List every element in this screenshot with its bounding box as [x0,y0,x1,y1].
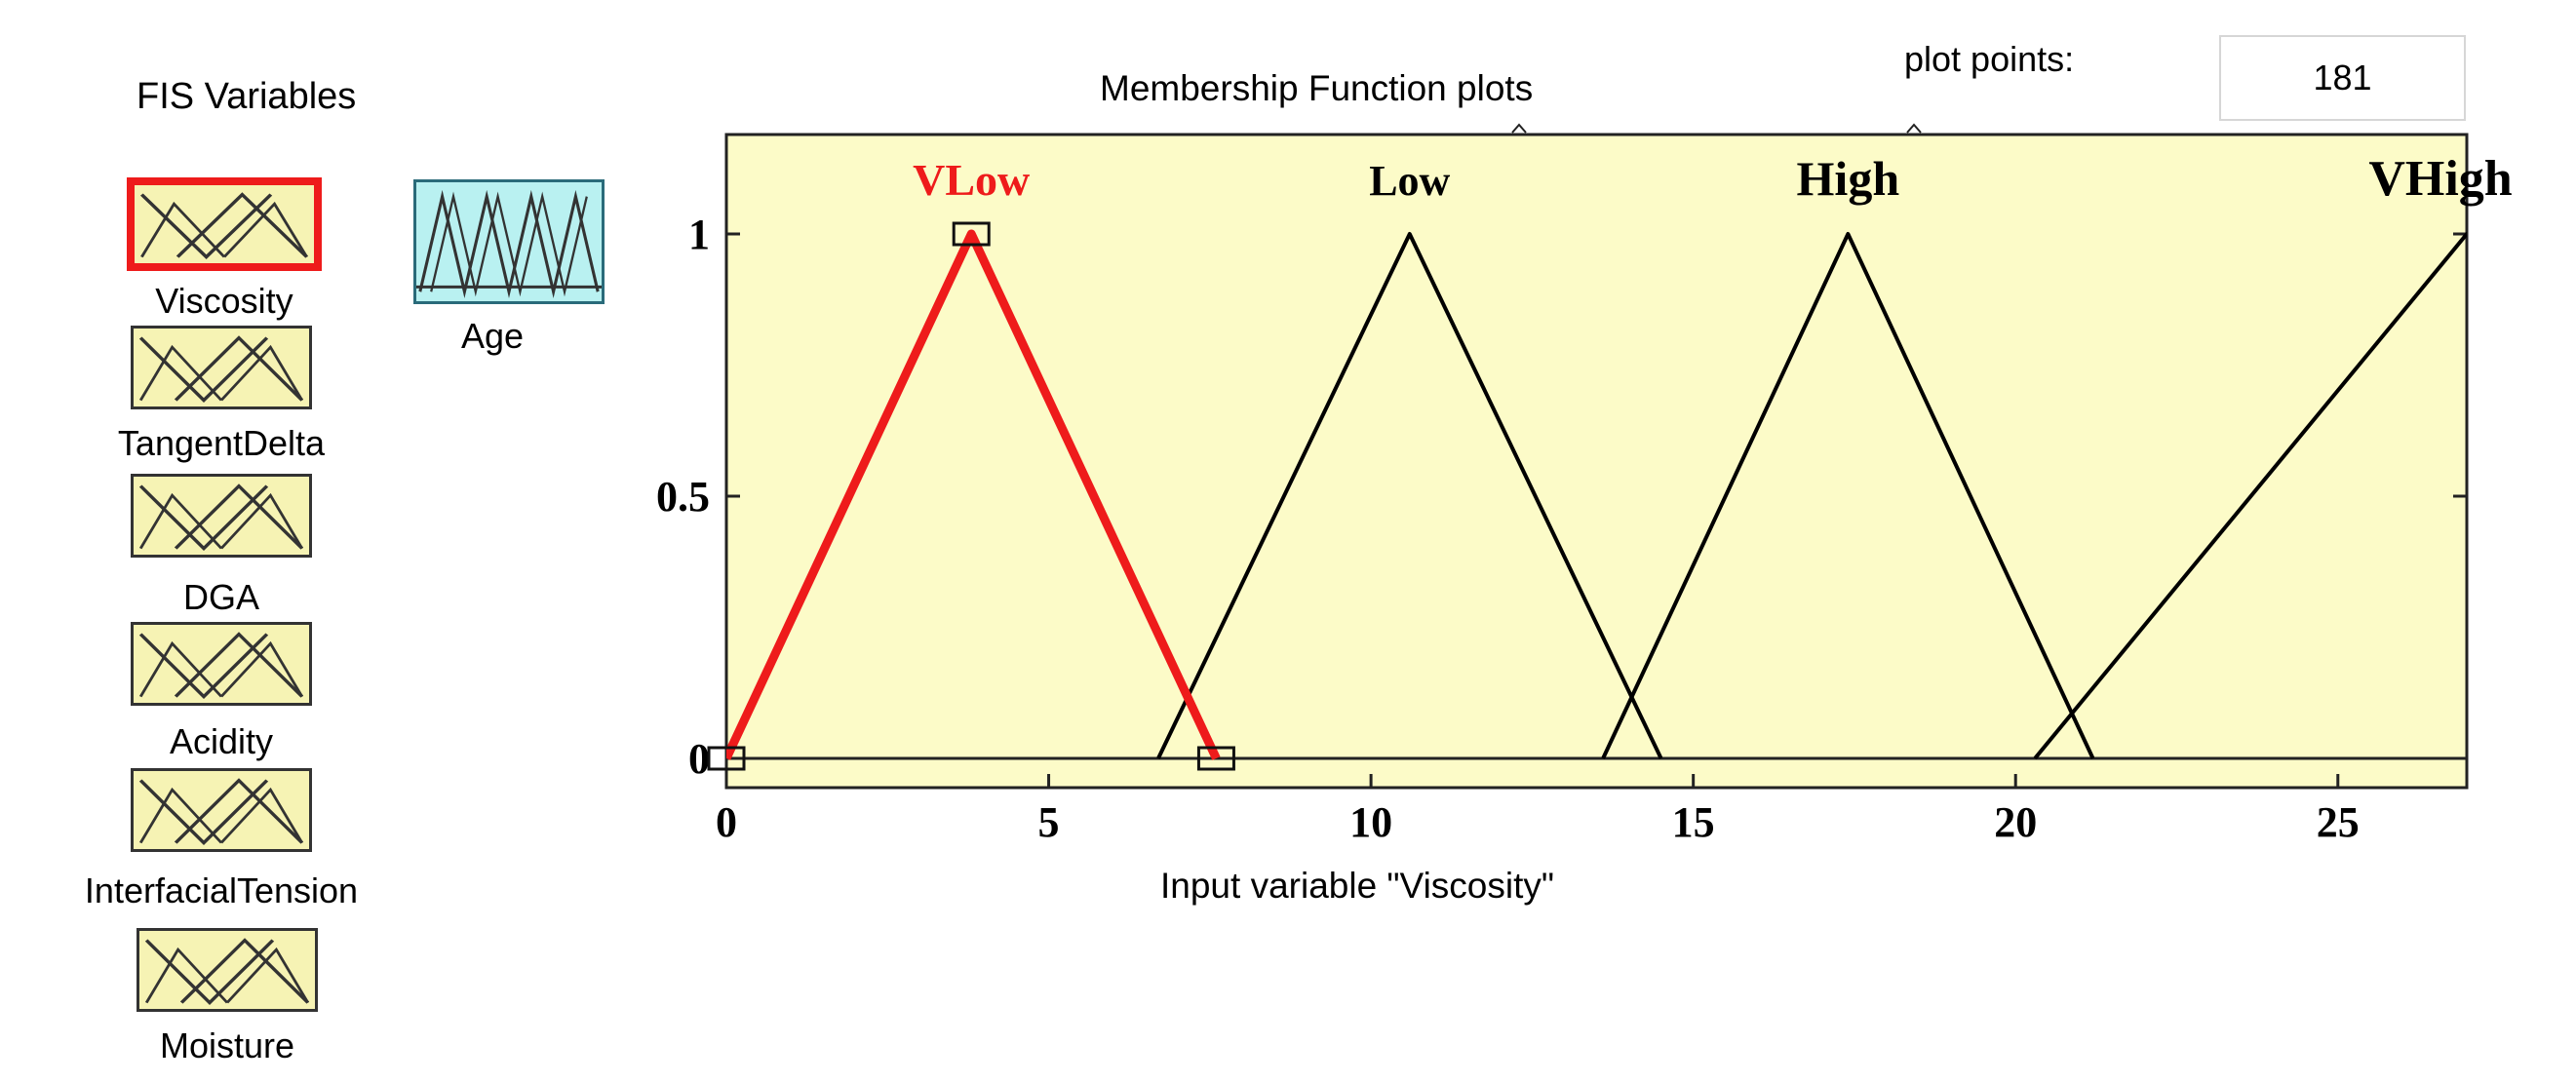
fis-input-tangentdelta-box[interactable] [131,326,312,409]
mf-vertex-handle [952,221,991,247]
mf-label-low: Low [1369,157,1450,205]
membership-function-icon [138,778,304,845]
plot-area [724,133,2469,790]
fis-input-dga-box[interactable] [131,474,312,558]
membership-function-icon [138,632,304,699]
fis-input-label: DGA [182,577,260,617]
fis-variables-title: FIS Variables [137,76,357,117]
mf-vertex-handle [1196,746,1235,771]
fis-input-label: Acidity [169,721,274,761]
membership-function-icon [144,938,310,1005]
x-tick-label: 10 [1349,798,1392,846]
x-tick-label: 15 [1672,798,1715,846]
fis-input-viscosity-box[interactable] [127,177,322,271]
plot-points-label: plot points: [1904,39,2075,79]
mf-label-vhigh: VHigh [2368,151,2512,207]
top-axis-marker [1906,123,1922,134]
y-tick-label: 0 [688,735,710,783]
x-tick-label: 5 [1038,798,1060,846]
mf-line-vlow [726,229,1221,760]
membership-function-icon [138,483,304,551]
plot-title: Membership Function plots [1100,68,1534,108]
plot-points-input[interactable] [2219,35,2466,121]
mf-line-low [1156,232,1663,759]
fis-input-moisture-box[interactable] [137,928,318,1012]
membership-function-icon [416,189,602,299]
mf-label-high: High [1797,151,1900,206]
y-tick-label: 1 [688,211,710,258]
x-tick-label: 0 [716,798,737,846]
fis-output-label: Age [460,316,525,356]
mf-line-high [1601,232,2095,759]
fis-input-label: Viscosity [155,281,293,321]
fis-input-label: TangentDelta [117,423,326,463]
x-tick-label: 25 [2317,798,2360,846]
x-tick-label: 20 [1994,798,2037,846]
fis-input-label: InterfacialTension [84,870,359,910]
top-axis-marker [1511,123,1527,134]
fis-input-interfacialtension-box[interactable] [131,768,312,852]
mf-line-vhigh [2033,232,2467,760]
fis-output-age-box[interactable] [413,179,605,304]
fis-input-label: Moisture [159,1025,295,1065]
fis-input-acidity-box[interactable] [131,622,312,706]
membership-function-icon [139,192,309,259]
x-axis-label: Input variable "Viscosity" [1160,866,1555,906]
mf-label-vlow: VLow [913,155,1030,205]
mf-vertex-handle [707,746,746,771]
membership-function-icon [138,335,304,403]
y-tick-label: 0.5 [656,473,710,521]
